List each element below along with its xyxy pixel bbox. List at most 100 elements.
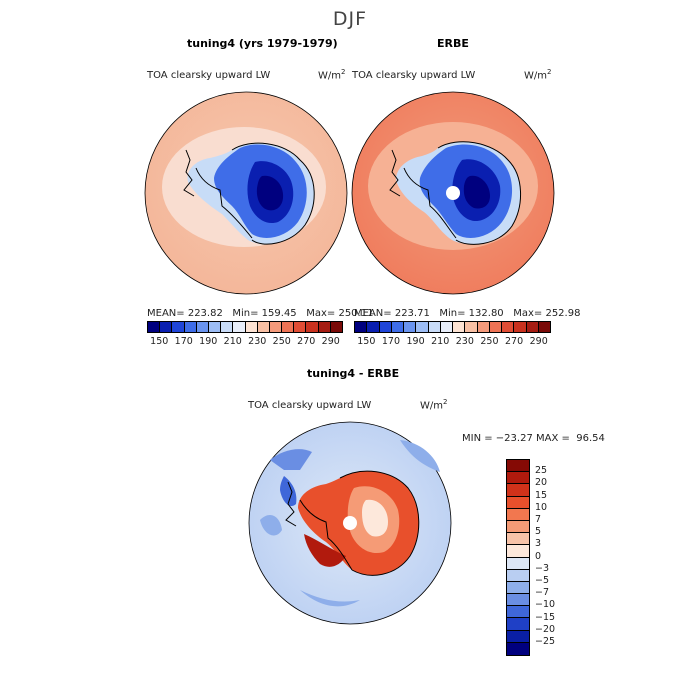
colorbar-tick-label: 190 [406, 336, 425, 347]
colorbar-tick-label: 170 [381, 336, 401, 347]
colorbar-swatch [367, 322, 380, 332]
panel-variable-obs: TOA clearsky upward LW [352, 70, 476, 81]
colorbar-tick-label: 230 [455, 336, 474, 347]
colorbar-swatch [507, 581, 529, 595]
colorbar-tick-label: −3 [535, 562, 550, 574]
colorbar-tick-label: −10 [535, 599, 556, 611]
colorbar-tick-label: 3 [535, 538, 542, 550]
panel-title-obs: ERBE [437, 37, 469, 50]
colorbar-swatch [282, 322, 295, 332]
colorbar-swatch [391, 322, 404, 332]
colorbar-tick-label: 290 [529, 336, 548, 347]
colorbar-swatch [507, 606, 529, 619]
colorbar-tick-label: 25 [535, 465, 548, 477]
colorbar-swatch [477, 322, 490, 332]
colorbar-swatch [538, 322, 550, 332]
panel-variable-difference: TOA clearsky upward LW [248, 400, 372, 411]
colorbar-tick-label: 290 [321, 336, 340, 347]
colorbar-swatch [172, 322, 185, 332]
colorbar-swatch [507, 533, 529, 546]
colorbar-swatch [440, 322, 453, 332]
colorbar-swatch [160, 322, 173, 332]
colorbar-model [147, 321, 343, 333]
colorbar-swatch [507, 484, 529, 497]
colorbar-swatch [428, 322, 441, 332]
colorbar-tick-label: 20 [535, 477, 548, 489]
colorbar-obs [354, 321, 551, 333]
colorbar-difference [506, 459, 530, 656]
colorbar-swatch [507, 642, 529, 655]
colorbar-obs-labels: 150 170 190 210 230 250 270 290 [354, 336, 551, 348]
colorbar-swatch [507, 630, 529, 643]
colorbar-swatch [416, 322, 429, 332]
colorbar-tick-label: 250 [272, 336, 291, 347]
colorbar-model-labels: 150 170 190 210 230 250 270 290 [147, 336, 343, 348]
colorbar-tick-label: 0 [535, 550, 542, 562]
colorbar-tick-label: 210 [223, 336, 242, 347]
colorbar-swatch [507, 508, 529, 521]
colorbar-tick-label: −15 [535, 611, 556, 623]
colorbar-tick-label: −20 [535, 623, 556, 635]
colorbar-swatch [233, 322, 246, 332]
colorbar-tick-label: 5 [535, 526, 542, 538]
colorbar-swatch [489, 322, 502, 332]
colorbar-tick-label: −5 [535, 575, 550, 586]
colorbar-swatch [453, 322, 466, 332]
stats-model: MEAN= 223.82 Min= 159.45 Max= 250.11 [147, 308, 374, 319]
panel-units-difference: W/m2 [420, 398, 448, 412]
colorbar-swatch [404, 322, 417, 332]
colorbar-swatch [184, 322, 197, 332]
colorbar-swatch [507, 557, 529, 570]
colorbar-tick-label: 270 [504, 336, 524, 347]
colorbar-swatch [507, 545, 529, 558]
colorbar-swatch [257, 322, 270, 332]
colorbar-swatch [379, 322, 392, 332]
colorbar-swatch [208, 322, 222, 332]
colorbar-tick-label: 150 [150, 336, 169, 347]
colorbar-swatch [306, 322, 319, 332]
colorbar-swatch [355, 322, 368, 332]
colorbar-swatch [507, 618, 529, 631]
colorbar-tick-label: 10 [535, 501, 548, 513]
colorbar-tick-label: 190 [199, 336, 218, 347]
colorbar-tick-label: 15 [535, 489, 548, 501]
colorbar-tick-label: −7 [535, 587, 550, 599]
colorbar-tick-label: 170 [174, 336, 193, 347]
map-model [144, 91, 348, 295]
colorbar-tick-label: 150 [357, 336, 376, 347]
colorbar-tick-label: −25 [535, 636, 556, 647]
colorbar-swatch [507, 472, 529, 485]
colorbar-swatch [502, 322, 515, 332]
panel-units-model: W/m2 [318, 68, 346, 82]
panel-units-obs: W/m2 [524, 68, 552, 82]
colorbar-swatch [507, 496, 529, 509]
panel-variable-model: TOA clearsky upward LW [147, 70, 271, 81]
colorbar-swatch [330, 322, 342, 332]
colorbar-swatch [269, 322, 283, 332]
colorbar-swatch [507, 520, 529, 534]
colorbar-swatch [318, 322, 331, 332]
panel-title-difference: tuning4 - ERBE [307, 367, 400, 380]
colorbar-swatch [294, 322, 307, 332]
colorbar-tick-label: 210 [431, 336, 450, 347]
colorbar-swatch [148, 322, 161, 332]
colorbar-tick-label: 230 [248, 336, 267, 347]
colorbar-tick-label: 250 [480, 336, 499, 347]
colorbar-swatch [507, 594, 529, 607]
colorbar-swatch [507, 460, 529, 473]
colorbar-tick-label: 270 [297, 336, 316, 347]
map-obs [351, 91, 555, 295]
colorbar-swatch [196, 322, 209, 332]
season-title: DJF [332, 8, 368, 30]
colorbar-swatch [526, 322, 539, 332]
colorbar-swatch [507, 569, 529, 582]
colorbar-tick-label: 7 [535, 514, 542, 525]
map-difference [248, 421, 452, 625]
colorbar-swatch [465, 322, 478, 332]
difference-minmax: MIN = −23.27 MAX = 96.54 [462, 433, 605, 444]
colorbar-swatch [514, 322, 527, 332]
panel-title-model: tuning4 (yrs 1979-1979) [187, 37, 338, 50]
stats-obs: MEAN= 223.71 Min= 132.80 Max= 252.98 [354, 308, 581, 319]
colorbar-swatch [221, 322, 234, 332]
